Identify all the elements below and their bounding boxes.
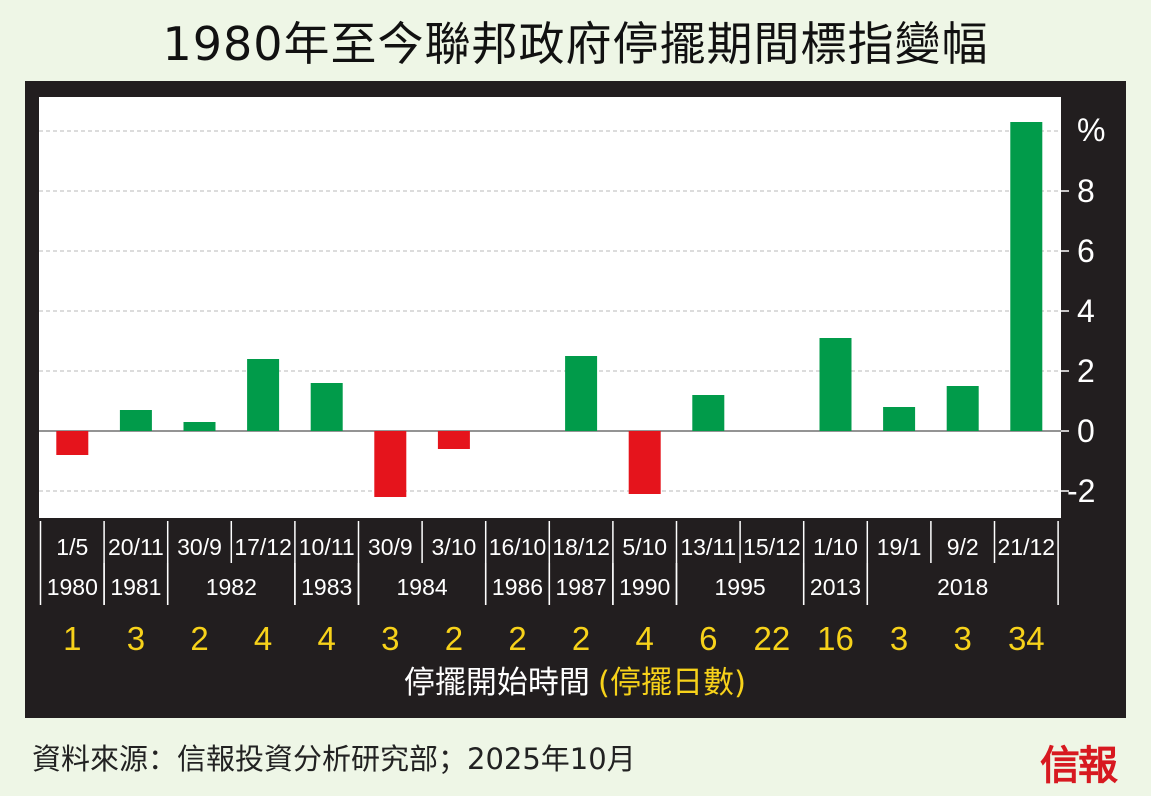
days-label: 3 — [381, 620, 399, 657]
category-label: 13/11 — [680, 534, 736, 560]
year-label: 2018 — [937, 574, 988, 600]
bar-8 — [565, 356, 598, 431]
source-note: 資料來源：信報投資分析研究部；2025年10月 — [32, 742, 636, 776]
category-label: 15/12 — [743, 534, 801, 560]
days-label: 2 — [508, 620, 526, 657]
y-tick-label: -2 — [1067, 473, 1095, 509]
year-label: 2013 — [810, 574, 861, 600]
bars — [56, 122, 1043, 497]
y-tick-label: 4 — [1077, 293, 1095, 329]
year-label: 1980 — [47, 574, 98, 600]
year-label: 1987 — [556, 574, 607, 600]
category-label: 3/10 — [432, 534, 477, 560]
category-label: 30/9 — [368, 534, 413, 560]
y-tick-label: 6 — [1077, 233, 1095, 269]
days-label: 16 — [817, 620, 854, 657]
bar-15 — [1010, 122, 1043, 431]
days-label: 34 — [1008, 620, 1045, 657]
year-label: 1995 — [715, 574, 766, 600]
days-label: 6 — [699, 620, 717, 657]
y-axis-unit: % — [1077, 112, 1105, 148]
days-label: 4 — [254, 620, 272, 657]
category-label: 30/9 — [177, 534, 222, 560]
days-label: 4 — [636, 620, 654, 657]
x-axis-labels: 1/5 20/11 30/9 17/12 10/11 30/9 3/10 16/10 18/12… — [39, 521, 1059, 605]
y-tick-label: 0 — [1077, 413, 1095, 449]
bar-2 — [183, 422, 216, 431]
chart-title: 1980年至今聯邦政府停擺期間標指變幅 — [162, 17, 989, 71]
category-label: 1/5 — [56, 534, 88, 560]
bar-6 — [437, 431, 470, 449]
plot-area — [39, 97, 1061, 518]
days-label: 3 — [127, 620, 145, 657]
category-label: 21/12 — [998, 534, 1056, 560]
bar-10 — [692, 395, 725, 431]
category-label: 20/11 — [108, 534, 164, 560]
days-label: 3 — [890, 620, 908, 657]
category-label: 1/10 — [813, 534, 858, 560]
category-label: 9/2 — [947, 534, 979, 560]
category-label: 16/10 — [489, 534, 547, 560]
category-label: 19/1 — [877, 534, 922, 560]
bar-chart: -2 0 2 4 6 8 % 1/5 20/11 30/9 17/12 10/11 30/9 3/10… — [39, 97, 1105, 701]
x-axis-title-sub: (停擺日數) — [598, 665, 746, 701]
days-label: 22 — [754, 620, 791, 657]
year-label: 1982 — [206, 574, 257, 600]
days-label: 2 — [572, 620, 590, 657]
year-label: 1983 — [301, 574, 352, 600]
bar-5 — [374, 431, 407, 497]
days-label: 1 — [63, 620, 81, 657]
chart-panel: -2 0 2 4 6 8 % 1/5 20/11 30/9 17/12 10/11 30/9 3/10… — [25, 81, 1126, 718]
y-tick-label: 2 — [1077, 353, 1095, 389]
category-label: 17/12 — [234, 534, 292, 560]
category-label: 18/12 — [552, 534, 610, 560]
bar-1 — [119, 410, 152, 431]
bar-9 — [628, 431, 661, 494]
bar-3 — [247, 359, 280, 431]
year-label: 1981 — [110, 574, 161, 600]
year-label: 1990 — [619, 574, 670, 600]
year-label: 1984 — [397, 574, 448, 600]
days-label: 2 — [190, 620, 208, 657]
bar-14 — [946, 386, 979, 431]
bar-13 — [883, 407, 916, 431]
bar-0 — [56, 431, 89, 455]
x-axis-title: 停擺開始時間 (停擺日數) — [404, 665, 746, 701]
year-label: 1986 — [492, 574, 543, 600]
days-label: 3 — [954, 620, 972, 657]
y-axis-ticks: -2 0 2 4 6 8 — [1061, 173, 1095, 509]
publisher-logo: 信報 — [1040, 742, 1118, 789]
days-label: 4 — [318, 620, 336, 657]
category-label: 5/10 — [622, 534, 667, 560]
bar-12 — [819, 338, 852, 431]
x-axis-title-main: 停擺開始時間 — [404, 665, 590, 701]
category-label: 10/11 — [299, 534, 355, 560]
y-tick-label: 8 — [1077, 173, 1095, 209]
shutdown-days-labels: 1 3 2 4 4 3 2 2 2 4 6 22 16 3 3 34 — [63, 620, 1045, 657]
days-label: 2 — [445, 620, 463, 657]
bar-4 — [310, 383, 343, 431]
